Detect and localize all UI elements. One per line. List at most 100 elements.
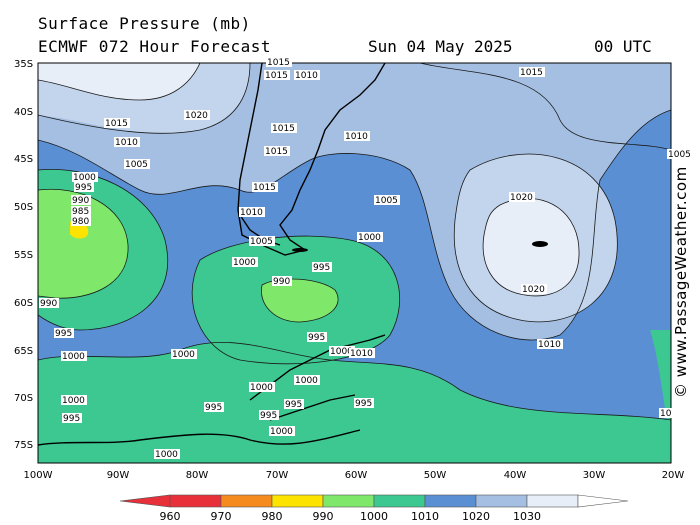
isobar-label-bg	[349, 348, 375, 358]
isobar-label: 995	[205, 403, 222, 413]
isobar-label-bg	[266, 57, 292, 67]
isobar-label: 1015	[272, 124, 295, 134]
isobar-label-bg	[264, 146, 290, 156]
isobar-label-bg	[249, 236, 275, 246]
lat-label: 35S	[14, 59, 33, 70]
isobar-label: 1010	[115, 138, 138, 148]
colorbar-swatch	[475, 494, 528, 508]
isobar-label: 1000	[62, 396, 85, 406]
isobar-label: 1000	[295, 376, 318, 386]
isobar-label: 1000	[250, 383, 273, 393]
isobar-label-bg	[271, 123, 297, 133]
isobar-label-bg	[39, 298, 59, 308]
lon-label: 50W	[424, 470, 447, 481]
lon-label: 90W	[107, 470, 130, 481]
isobar-label: 1000	[233, 258, 256, 268]
isobar-label-bg	[184, 110, 210, 120]
isobar-label-bg	[344, 131, 370, 141]
isobar-label: 990	[40, 299, 57, 309]
lat-label: 55S	[14, 250, 33, 261]
isobar-label: 1005	[668, 150, 691, 160]
isobar-label: 995	[55, 329, 72, 339]
isobar-label: 1010	[240, 208, 263, 218]
island	[532, 241, 548, 247]
longitude-labels: 100W 90W 80W 70W 60W 50W 40W 30W 20W	[24, 470, 685, 481]
lat-label: 60S	[14, 298, 33, 309]
isobar-label-bg	[72, 172, 98, 182]
isobar-label-bg	[329, 346, 355, 356]
colorbar-label: 960	[160, 510, 181, 523]
isobar-label-bg	[71, 216, 91, 226]
lon-label: 40W	[504, 470, 527, 481]
colorbar-swatch	[373, 494, 426, 508]
lat-label: 50S	[14, 202, 33, 213]
colorbar-label: 980	[262, 510, 283, 523]
isobar-labels: 1015 1010 10151020101510101005100099599098…	[39, 57, 693, 460]
isobar-label: 990	[72, 196, 89, 206]
isobar-label: 1010	[295, 71, 318, 81]
lon-label: 60W	[345, 470, 368, 481]
colorbar-swatch	[271, 494, 324, 508]
isobar-label-bg	[284, 399, 304, 409]
isobar-label: 995	[75, 183, 92, 193]
isobar-label-bg	[61, 395, 87, 405]
isobar-label: 1000	[62, 352, 85, 362]
isobar-label-bg	[521, 284, 547, 294]
isobar-label: 1015	[520, 68, 543, 78]
isobar-label: 1000	[358, 233, 381, 243]
isobar-label: 995	[308, 333, 325, 343]
isobar-label-bg	[374, 195, 400, 205]
isobar-label-bg	[659, 408, 673, 418]
pressure-colorbar: 960 970 980 990 1000 1010 1020 1030	[119, 494, 629, 523]
isobar-label-bg	[249, 382, 275, 392]
isobar-label-bg	[667, 149, 693, 159]
colorbar-swatch	[424, 494, 477, 508]
isobar-label-bg	[294, 375, 320, 385]
isobar-label: 1020	[185, 111, 208, 121]
isobar-label-bg	[71, 195, 91, 205]
isobar-label: 1005	[375, 196, 398, 206]
isobar-label: 1000	[172, 350, 195, 360]
isobar-label-bg	[272, 276, 292, 286]
lat-label: 65S	[14, 346, 33, 357]
colorbar-arrow-right	[577, 494, 629, 508]
lon-label: 100W	[24, 470, 53, 481]
isobar-label: 1000	[73, 173, 96, 183]
colorbar-label: 970	[211, 510, 232, 523]
isobar-label-bg	[259, 410, 279, 420]
isobar-label-bg	[269, 426, 295, 436]
lat-label: 40S	[14, 107, 33, 118]
isobar-label: 10	[660, 409, 672, 419]
isobar-label-bg	[519, 67, 545, 77]
isobar-label: 1000	[155, 450, 178, 460]
isobar-label-bg	[74, 182, 94, 192]
colorbar-swatch	[169, 494, 222, 508]
isobar-label: 995	[313, 263, 330, 273]
credit-text: © www.PassageWeather.com	[672, 166, 690, 398]
isobar-label-bg	[232, 257, 258, 267]
isobar-label: 1000	[330, 347, 353, 357]
isobar-label-bg	[114, 137, 140, 147]
colorbar-arrow-left	[119, 494, 171, 508]
isobar-label: 1020	[510, 193, 533, 203]
lat-label: 75S	[14, 440, 33, 451]
isobar-label-bg	[537, 339, 563, 349]
island	[292, 248, 308, 252]
isobar-label: 1015	[265, 71, 288, 81]
colorbar-swatch	[220, 494, 273, 508]
lon-label: 20W	[662, 470, 685, 481]
isobar-label: 1020	[522, 285, 545, 295]
isobar-label-bg	[171, 349, 197, 359]
lon-label: 70W	[266, 470, 289, 481]
lon-label: 30W	[583, 470, 606, 481]
isobar-label: 995	[260, 411, 277, 421]
isobar-label-bg	[357, 232, 383, 242]
forecast-time: 00 UTC	[594, 37, 652, 56]
isobar-label: 995	[355, 399, 372, 409]
isobar-label-bg	[104, 118, 130, 128]
isobar-label: 1015	[265, 147, 288, 157]
latitude-labels: 35S 40S 45S 50S 55S 60S 65S 70S 75S	[14, 59, 33, 451]
isobar-label: 1010	[538, 340, 561, 350]
isobar-label-bg	[204, 402, 224, 412]
